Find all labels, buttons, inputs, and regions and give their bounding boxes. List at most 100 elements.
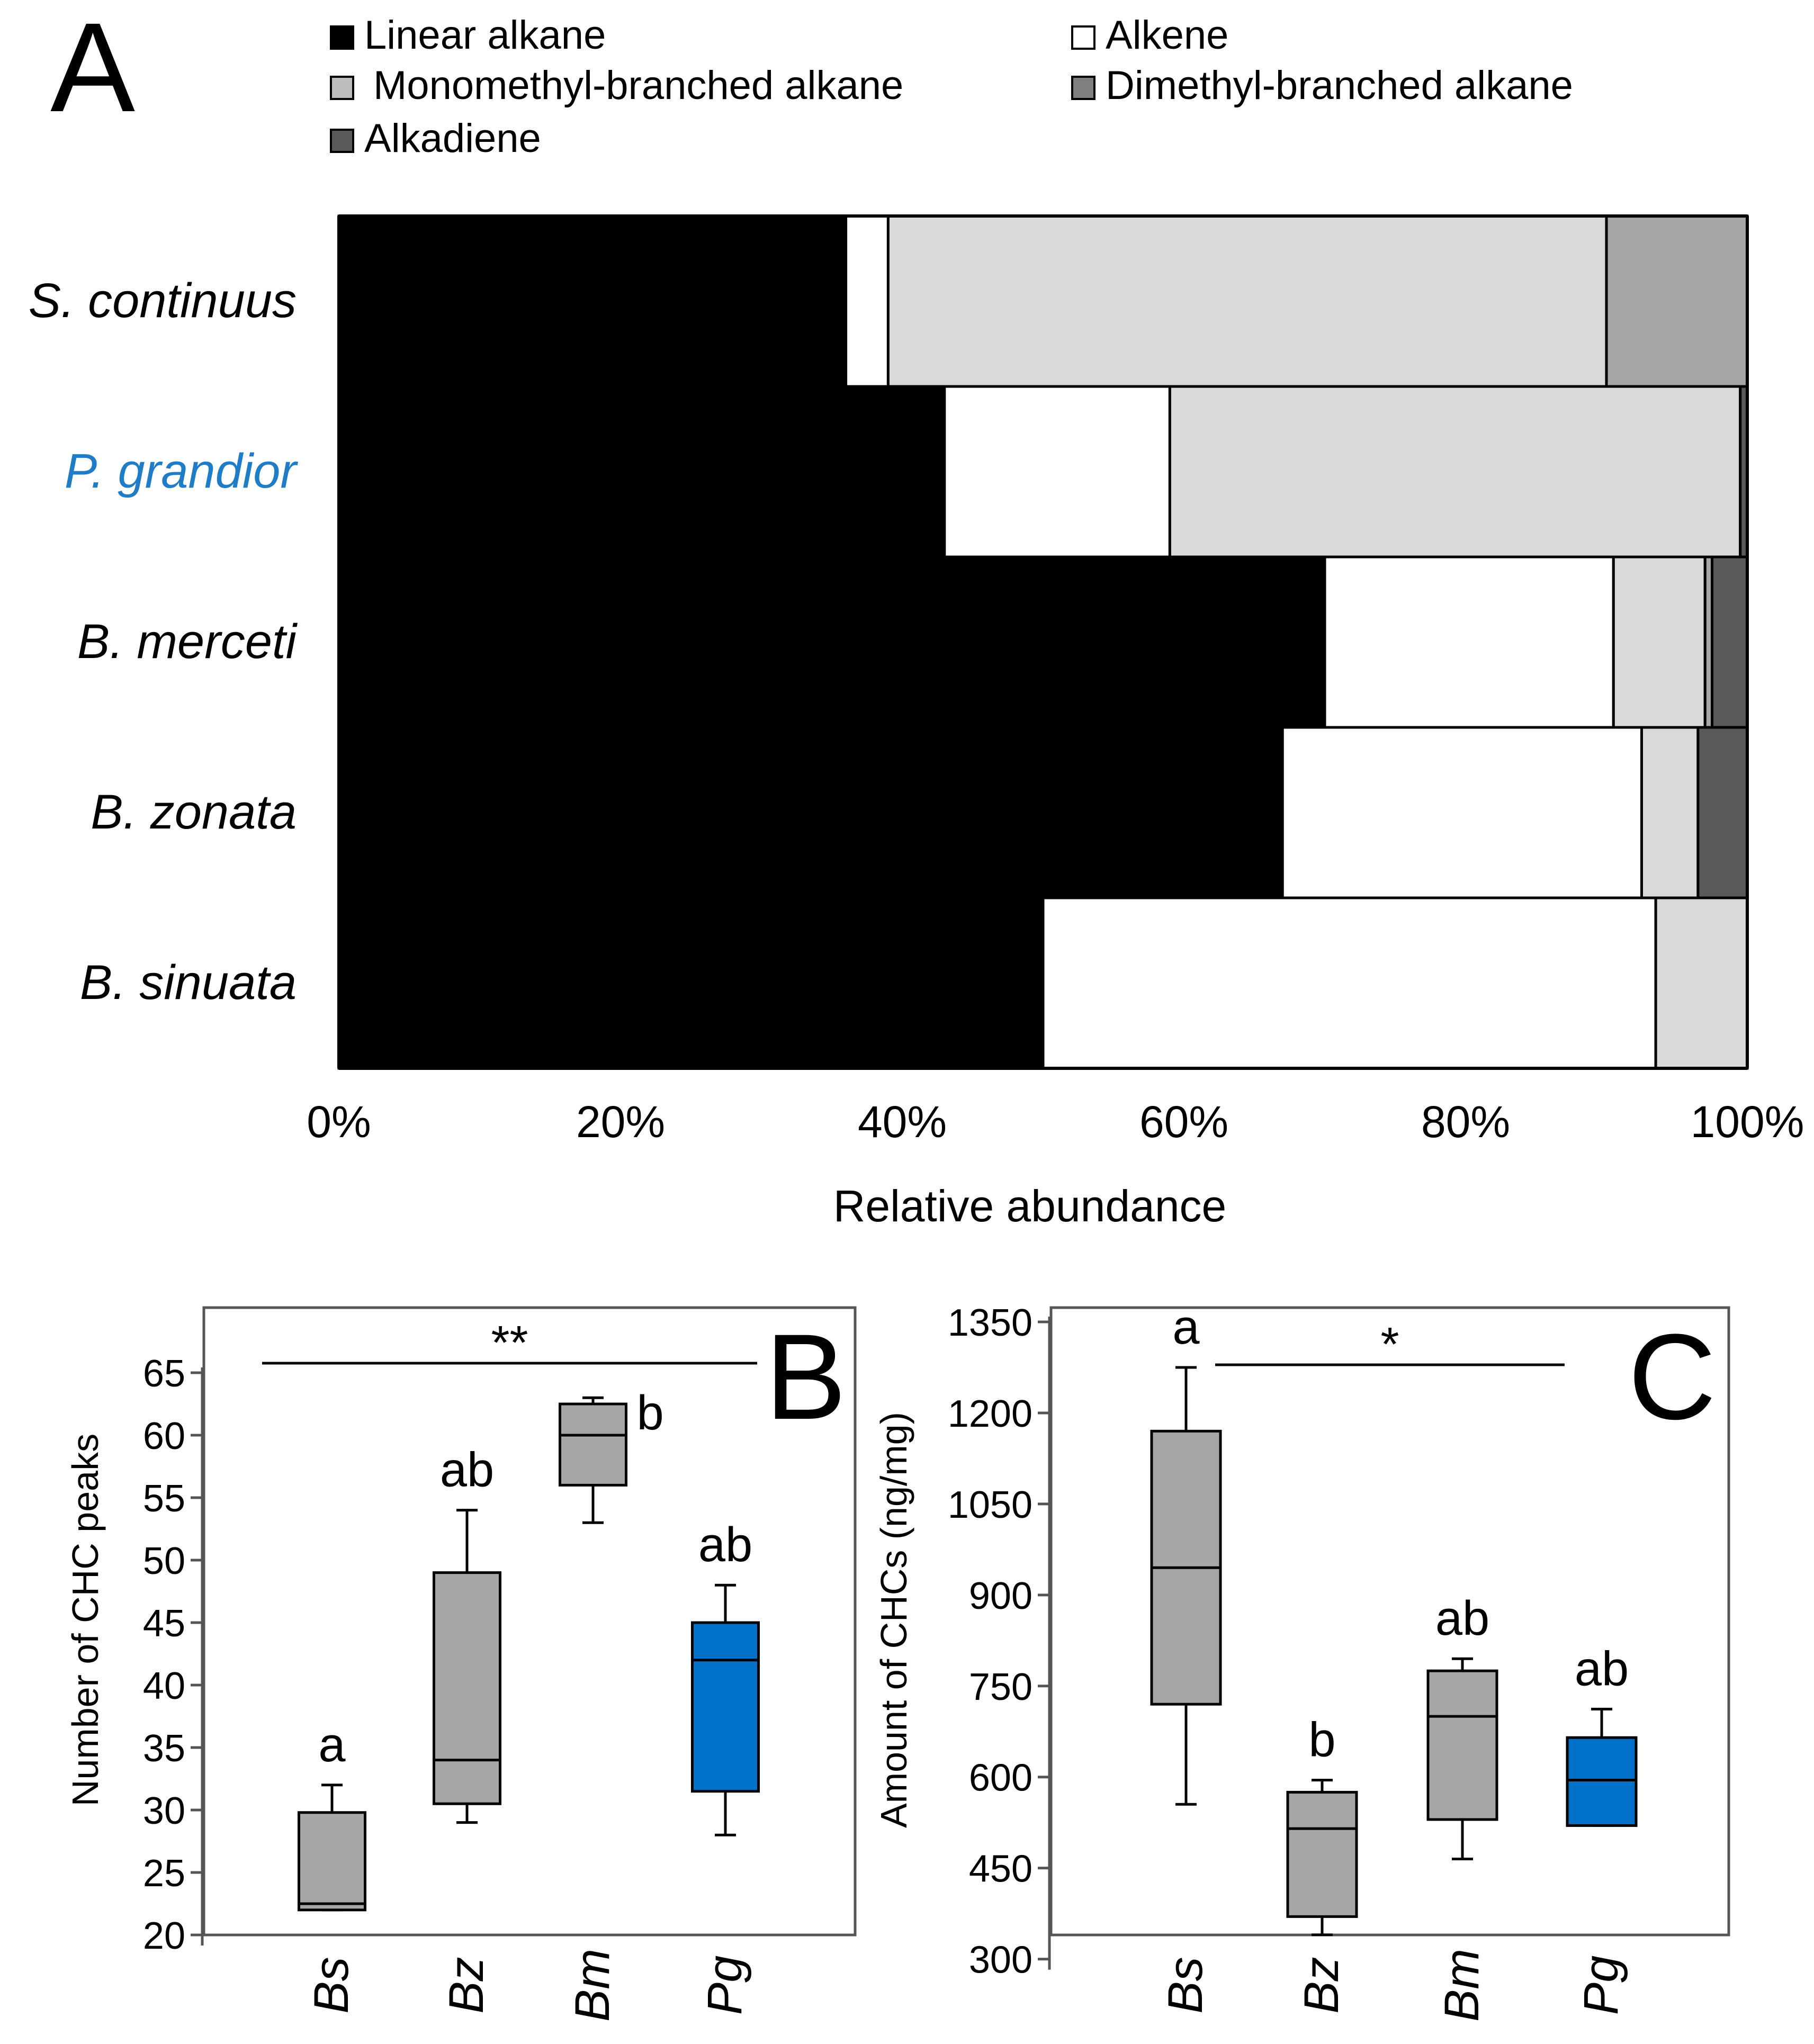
significance-letter-bs: a <box>318 1718 346 1772</box>
category-label-b-merceti: B. merceti <box>77 615 298 669</box>
box-bz <box>433 1571 501 1805</box>
box-pg <box>691 1621 760 1793</box>
panel-b: B Number of CHC peaks 20 25 30 35 40 45 50 55 60… <box>65 1306 857 2022</box>
significance-letter-bm: b <box>637 1386 664 1440</box>
y-tick-label-20: 20 <box>143 1915 185 1957</box>
legend-swatch-linear-alkane <box>330 25 354 50</box>
significance-letter-bs: a <box>1172 1300 1200 1354</box>
x-axis-label: Relative abundance <box>833 1181 1227 1231</box>
panel-c: C Amount of CHCs (ng/mg) 300 450 600 750 900… <box>873 1300 1730 2022</box>
bar-segment-b-merceti-alkene <box>1323 555 1615 729</box>
box-bm <box>559 1402 627 1487</box>
x-tick-labels: 0% 20% 40% 60% 80% 100% <box>307 1097 1804 1147</box>
panel-c-y-axis: 300 450 600 750 900 1050 1200 1350 <box>948 1302 1051 1982</box>
panel-b-letter: B <box>765 1309 846 1445</box>
bar-segment-p-grandior-linear-alkane <box>337 385 946 559</box>
x-tick-label-0: 0% <box>307 1097 371 1147</box>
y-tick-label-900: 900 <box>969 1575 1032 1617</box>
legend-swatch-monomethyl <box>330 76 354 100</box>
y-tick-label-1050: 1050 <box>948 1484 1032 1526</box>
legend-label-linear-alkane: Linear alkane <box>364 13 606 58</box>
legend-swatch-alkene <box>1071 25 1095 50</box>
y-tick-label-750: 750 <box>969 1666 1032 1708</box>
bar-segment-b-sinuata-monomethyl-branched-alkane <box>1654 896 1749 1070</box>
legend-label-dimethyl: Dimethyl-branched alkane <box>1106 63 1573 108</box>
significance-letter-bz: b <box>1308 1713 1335 1767</box>
panel-c-letter: C <box>1628 1309 1716 1445</box>
bar-segment-b-merceti-monomethyl-branched-alkane <box>1612 555 1707 729</box>
bar-segment-p-grandior-monomethyl-branched-alkane <box>1168 385 1742 559</box>
stacked-bars <box>337 214 1749 1070</box>
y-tick-label-1350: 1350 <box>948 1302 1032 1344</box>
bar-segment-b-merceti-alkadiene <box>1711 555 1749 729</box>
x-tick-label-40: 40% <box>858 1097 947 1147</box>
category-label-p-grandior: P. grandior <box>65 444 299 498</box>
significance-letter-bm: ab <box>1435 1591 1489 1645</box>
significance-letter-pg: ab <box>1575 1642 1629 1696</box>
y-tick-label-40: 40 <box>143 1665 185 1707</box>
x-label-bm: Bm <box>565 1949 619 2022</box>
panel-c-x-labels: Bs Bz Bm Pg <box>1159 1949 1628 2022</box>
box-pg <box>1566 1736 1638 1827</box>
species-labels: S. continuus P. grandior B. merceti B. zona… <box>29 274 299 1010</box>
panel-a-letter: A <box>50 0 135 138</box>
x-label-bs: Bs <box>1159 1957 1213 2013</box>
x-label-bz: Bz <box>439 1957 493 2013</box>
legend-item-monomethyl: Monomethyl-branched alkane <box>330 63 903 108</box>
panel-b-y-axis-label: Number of CHC peaks <box>65 1434 106 1806</box>
y-tick-label-25: 25 <box>143 1852 185 1895</box>
significance-stars: ** <box>491 1317 528 1370</box>
panel-a: A Linear alkane Alkene Monomethyl-branch… <box>29 0 1804 1231</box>
bar-segment-s-continuus-alkene <box>845 214 890 388</box>
panel-b-boxes: a ab b ab ** <box>262 1317 760 1912</box>
x-label-bm: Bm <box>1435 1949 1489 2022</box>
bar-segment-b-zonata-alkene <box>1281 726 1643 899</box>
bar-segment-s-continuus-monomethyl-branched-alkane <box>886 214 1608 388</box>
legend-label-alkadiene: Alkadiene <box>364 116 541 161</box>
panel-c-y-axis-label: Amount of CHCs (ng/mg) <box>873 1412 914 1828</box>
x-label-bz: Bz <box>1295 1957 1349 2013</box>
x-label-bs: Bs <box>304 1957 358 2013</box>
bar-segment-b-sinuata-alkene <box>1041 896 1657 1070</box>
bar-segment-b-zonata-alkadiene <box>1696 726 1749 899</box>
box-bm <box>1426 1669 1498 1821</box>
category-label-b-sinuata: B. sinuata <box>80 956 297 1010</box>
x-label-pg: Pg <box>1574 1956 1628 2015</box>
y-tick-label-450: 450 <box>969 1848 1032 1890</box>
legend-item-linear-alkane: Linear alkane <box>330 13 606 58</box>
legend-item-alkadiene: Alkadiene <box>330 116 541 161</box>
significance-stars: * <box>1380 1318 1399 1371</box>
legend-label-alkene: Alkene <box>1106 13 1228 58</box>
legend: Linear alkane Alkene Monomethyl-branched… <box>330 13 1573 161</box>
y-tick-label-30: 30 <box>143 1790 185 1832</box>
y-tick-label-1200: 1200 <box>948 1393 1032 1435</box>
x-tick-label-100: 100% <box>1691 1097 1804 1147</box>
bar-segment-b-sinuata-linear-alkane <box>337 896 1045 1070</box>
bar-segment-s-continuus-linear-alkane <box>337 214 848 388</box>
box-bz <box>1286 1790 1358 1918</box>
x-tick-label-80: 80% <box>1421 1097 1510 1147</box>
x-tick-label-60: 60% <box>1139 1097 1228 1147</box>
y-tick-label-300: 300 <box>969 1939 1032 1982</box>
y-tick-label-50: 50 <box>143 1540 185 1582</box>
y-tick-label-600: 600 <box>969 1757 1032 1799</box>
box-bs <box>298 1811 366 1912</box>
category-label-s-continuus: S. continuus <box>29 274 297 328</box>
y-tick-label-45: 45 <box>143 1602 185 1645</box>
x-label-pg: Pg <box>698 1956 752 2015</box>
significance-letter-pg: ab <box>698 1518 752 1572</box>
legend-item-dimethyl: Dimethyl-branched alkane <box>1071 63 1573 108</box>
legend-swatch-alkadiene <box>330 129 354 153</box>
significance-letter-bz: ab <box>440 1443 494 1497</box>
bar-segment-b-zonata-linear-alkane <box>337 726 1284 899</box>
x-tick-label-20: 20% <box>576 1097 665 1147</box>
y-tick-label-55: 55 <box>143 1478 185 1520</box>
legend-label-monomethyl: Monomethyl-branched alkane <box>373 63 903 108</box>
bar-segment-b-merceti-linear-alkane <box>337 555 1326 729</box>
legend-item-alkene: Alkene <box>1071 13 1228 58</box>
category-label-b-zonata: B. zonata <box>91 785 297 839</box>
legend-swatch-dimethyl <box>1071 76 1095 100</box>
bar-segment-s-continuus-dimethyl-branched-alkane <box>1605 214 1749 388</box>
